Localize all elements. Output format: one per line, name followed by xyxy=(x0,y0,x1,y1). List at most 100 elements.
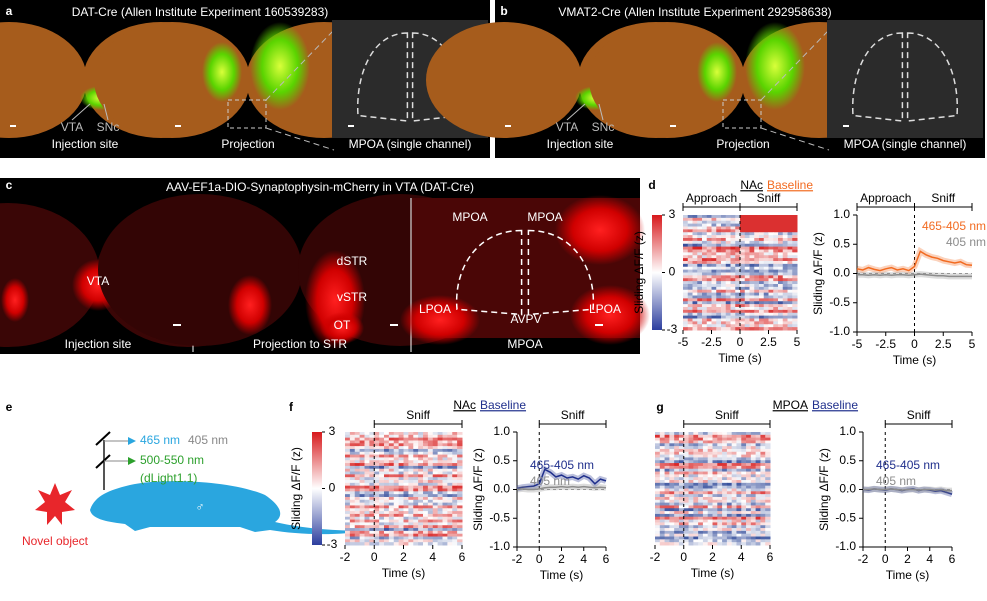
heatmap-cell xyxy=(765,451,771,456)
heatmap-cell xyxy=(731,502,737,506)
heatmap-cell xyxy=(765,502,771,506)
heatmap-cell xyxy=(731,463,737,467)
heatmap-cell xyxy=(384,513,390,518)
heatmap-cell xyxy=(408,482,414,487)
heatmap-cell xyxy=(413,468,419,473)
heatmap-cell xyxy=(712,516,718,521)
heatmap-cell xyxy=(711,312,717,317)
heatmap-cell xyxy=(359,460,365,464)
heatmap-cell xyxy=(688,539,694,543)
heatmap-cell xyxy=(749,278,755,282)
heatmap-cell xyxy=(746,440,752,444)
legend-entry: 405 nm xyxy=(530,474,570,488)
heatmap-cell xyxy=(369,508,375,512)
heatmap-cell xyxy=(442,513,448,518)
mpoa-outline xyxy=(527,229,595,316)
heatmap-cell xyxy=(388,448,395,453)
heatmap-cell xyxy=(418,505,424,509)
heatmap-cell xyxy=(759,252,765,256)
heatmap-cell xyxy=(744,235,750,239)
heatmap-cell xyxy=(740,226,746,230)
heatmap-cell xyxy=(740,263,746,268)
heatmap-cell xyxy=(345,446,351,450)
heatmap-cell xyxy=(726,502,733,506)
heatmap-cell xyxy=(442,451,448,456)
heatmap-cell xyxy=(442,443,448,447)
heatmap-cell xyxy=(792,240,798,245)
heatmap-cell xyxy=(778,229,784,233)
heatmap-cell xyxy=(746,451,752,456)
heatmap-cell xyxy=(384,468,390,473)
heatmap-cell xyxy=(741,454,747,458)
heatmap-cell xyxy=(722,451,728,456)
heatmap-cell xyxy=(763,235,769,239)
heatmap-cell xyxy=(683,530,690,535)
heatmap-cell xyxy=(722,511,728,515)
heatmap-cell xyxy=(726,460,733,464)
heatmap-cell xyxy=(702,482,709,487)
heatmap-cell xyxy=(413,457,419,461)
heatmap-cell xyxy=(702,272,708,276)
heatmap-cell xyxy=(731,513,737,518)
heatmap-cell xyxy=(354,511,361,515)
heatmap-cell xyxy=(736,480,742,484)
heatmap-cell xyxy=(418,440,424,444)
heatmap-cell xyxy=(750,533,757,538)
heatmap-cell xyxy=(388,480,395,484)
heatmap-cell xyxy=(349,463,356,467)
heatmap-cell xyxy=(773,307,779,311)
heatmap-cell xyxy=(725,318,731,322)
heatmap-cell xyxy=(457,505,463,509)
heatmap-cell xyxy=(674,530,680,535)
heatmap-cell xyxy=(698,519,704,523)
heatmap-cell xyxy=(369,494,375,498)
heatmap-cell xyxy=(379,533,385,538)
heatmap-cell xyxy=(749,246,755,250)
heatmap-cell xyxy=(730,307,736,311)
heatmap-cell xyxy=(664,440,670,444)
heatmap-cell xyxy=(457,508,463,512)
heatmap-cell xyxy=(442,542,448,546)
heatmap-cell xyxy=(349,519,356,523)
heatmap-cell xyxy=(725,289,731,294)
heatmap-cell xyxy=(731,491,737,495)
heatmap-cell xyxy=(787,240,793,245)
heatmap-cell xyxy=(763,278,769,282)
heatmap-cell xyxy=(408,448,414,453)
heatmap-cell xyxy=(755,446,761,450)
heatmap-cell xyxy=(750,460,757,464)
heatmap-cell xyxy=(782,238,788,242)
heatmap-cell xyxy=(678,448,685,453)
heatmap-cell xyxy=(717,494,723,498)
x-axis-label: Time (s) xyxy=(540,568,584,582)
heatmap-cell xyxy=(760,480,766,484)
heatmap-cell xyxy=(447,536,453,540)
heatmap-cell xyxy=(683,471,690,475)
heatmap-cell xyxy=(349,488,356,492)
heatmap-cell xyxy=(369,443,375,447)
wavelength: 500-550 nm xyxy=(140,453,204,467)
heatmap-cell xyxy=(664,485,670,489)
heatmap-cell xyxy=(408,446,414,450)
heatmap-cell xyxy=(674,525,680,529)
heatmap-cell xyxy=(427,522,434,526)
heatmap-cell xyxy=(782,217,788,222)
heatmap-cell xyxy=(403,457,409,461)
heatmap-cell xyxy=(697,235,703,239)
heatmap-cell xyxy=(664,434,670,439)
heatmap-cell xyxy=(349,482,356,487)
heatmap-cell xyxy=(702,215,708,219)
heatmap-cell xyxy=(418,491,424,495)
heatmap-cell xyxy=(678,463,685,467)
heatmap-cell xyxy=(730,298,736,302)
heatmap-cell xyxy=(721,217,727,222)
heatmap-cell xyxy=(754,309,760,314)
heatmap-cell xyxy=(702,318,708,322)
heatmap-cell xyxy=(778,252,784,256)
heatmap-cell xyxy=(744,307,750,311)
heatmap-cell xyxy=(744,243,750,248)
heatmap-cell xyxy=(731,505,737,509)
heatmap-cell xyxy=(698,530,704,535)
heatmap-cell xyxy=(782,309,788,314)
heatmap-cell xyxy=(674,499,680,504)
